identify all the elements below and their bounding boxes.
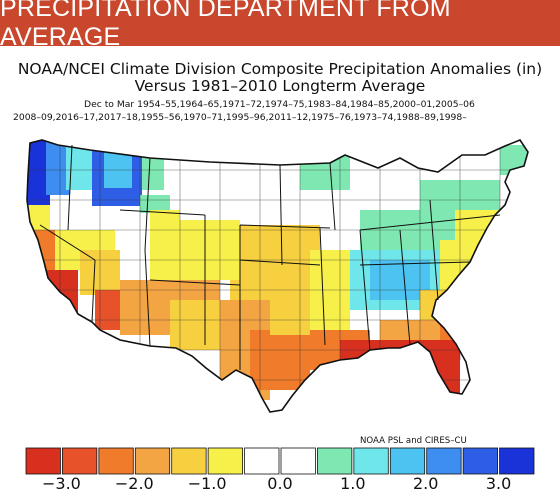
legend-tick-label: 0.0 [267, 474, 293, 493]
legend-color-box [353, 447, 389, 475]
legend-color-box [499, 447, 535, 475]
legend-tick-label: 1.0 [340, 474, 366, 493]
color-scale-legend [25, 447, 535, 475]
legend-color-box [426, 447, 462, 475]
map-subtitle: Versus 1981–2010 Longterm Average [134, 77, 426, 95]
composite-years-line-2: 2008–09,2016–17,2017–18,1955–56,1970–71,… [13, 112, 467, 123]
legend-color-box [317, 447, 353, 475]
composite-years-line-1: Dec to Mar 1954–55,1964–65,1971–72,1974–… [84, 99, 475, 110]
legend-color-box [98, 447, 134, 475]
legend-tick-labels: −3.0 −2.0 −1.0 0.0 1.0 2.0 3.0 [0, 474, 560, 496]
legend-color-box [62, 447, 98, 475]
legend-color-box [134, 447, 171, 475]
legend-color-box [207, 447, 243, 475]
legend-tick-label: −1.0 [187, 474, 227, 493]
legend-tick-label: −2.0 [114, 474, 154, 493]
state-borders [39, 144, 501, 370]
legend-color-box [171, 447, 207, 475]
legend-color-box [244, 447, 280, 475]
legend-color-box [389, 447, 426, 475]
legend-color-box [462, 447, 498, 475]
data-credit: NOAA PSL and CIRES–CU [360, 436, 467, 446]
legend-color-box [25, 447, 61, 475]
legend-tick-label: −3.0 [41, 474, 81, 493]
legend-tick-label: 2.0 [412, 474, 439, 493]
legend-color-box [280, 447, 316, 475]
banner-title: PRECIPITATION DEPARTMENT FROM AVERAGE [0, 0, 560, 51]
legend-tick-label: 3.0 [485, 474, 512, 493]
map-title: NOAA/NCEI Climate Division Composite Pre… [17, 60, 543, 78]
